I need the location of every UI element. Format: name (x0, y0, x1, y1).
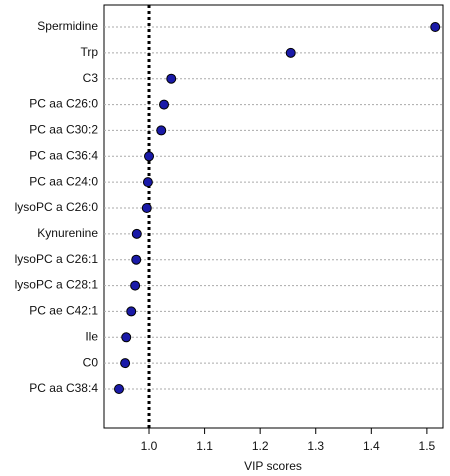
dot (114, 384, 125, 394)
y-tick-label: PC aa C26:0 (29, 97, 98, 111)
dot (156, 125, 167, 136)
y-tick-label: lysoPC a C26:0 (15, 200, 99, 214)
dot (159, 99, 170, 110)
x-tick-label: 1.2 (252, 439, 269, 453)
x-tick-label: 1.0 (141, 439, 158, 453)
dot (166, 73, 177, 84)
dot (141, 203, 152, 213)
y-tick-label: PC aa C38:4 (29, 381, 98, 395)
x-axis-label: VIP scores (244, 459, 302, 473)
y-tick-label: PC aa C30:2 (29, 123, 98, 137)
dot (131, 254, 142, 265)
dot (144, 151, 155, 162)
x-tick-label: 1.1 (196, 439, 213, 453)
y-tick-label: Kynurenine (37, 226, 98, 240)
x-tick-label: 1.5 (419, 439, 436, 453)
y-tick-label: PC aa C36:4 (29, 148, 98, 162)
y-tick-label: PC ae C42:1 (29, 304, 98, 318)
y-tick-label: Spermidine (37, 19, 98, 33)
dot (142, 177, 153, 188)
dot (121, 332, 132, 343)
y-tick-label: Trp (80, 45, 98, 59)
dot (126, 306, 137, 317)
dot (130, 280, 141, 291)
dot (285, 47, 296, 58)
y-tick-label: lysoPC a C28:1 (15, 278, 99, 292)
plot-frame (103, 4, 444, 429)
x-tick-label: 1.4 (363, 439, 380, 453)
y-tick-label: C0 (83, 355, 99, 369)
y-tick-label: C3 (83, 71, 99, 85)
y-tick-label: Ile (85, 329, 98, 343)
dot (430, 22, 441, 32)
y-tick-label: PC aa C24:0 (29, 174, 98, 188)
x-tick-label: 1.3 (307, 439, 324, 453)
dot (131, 228, 142, 239)
dot (120, 358, 131, 369)
y-tick-label: lysoPC a C26:1 (15, 252, 99, 266)
